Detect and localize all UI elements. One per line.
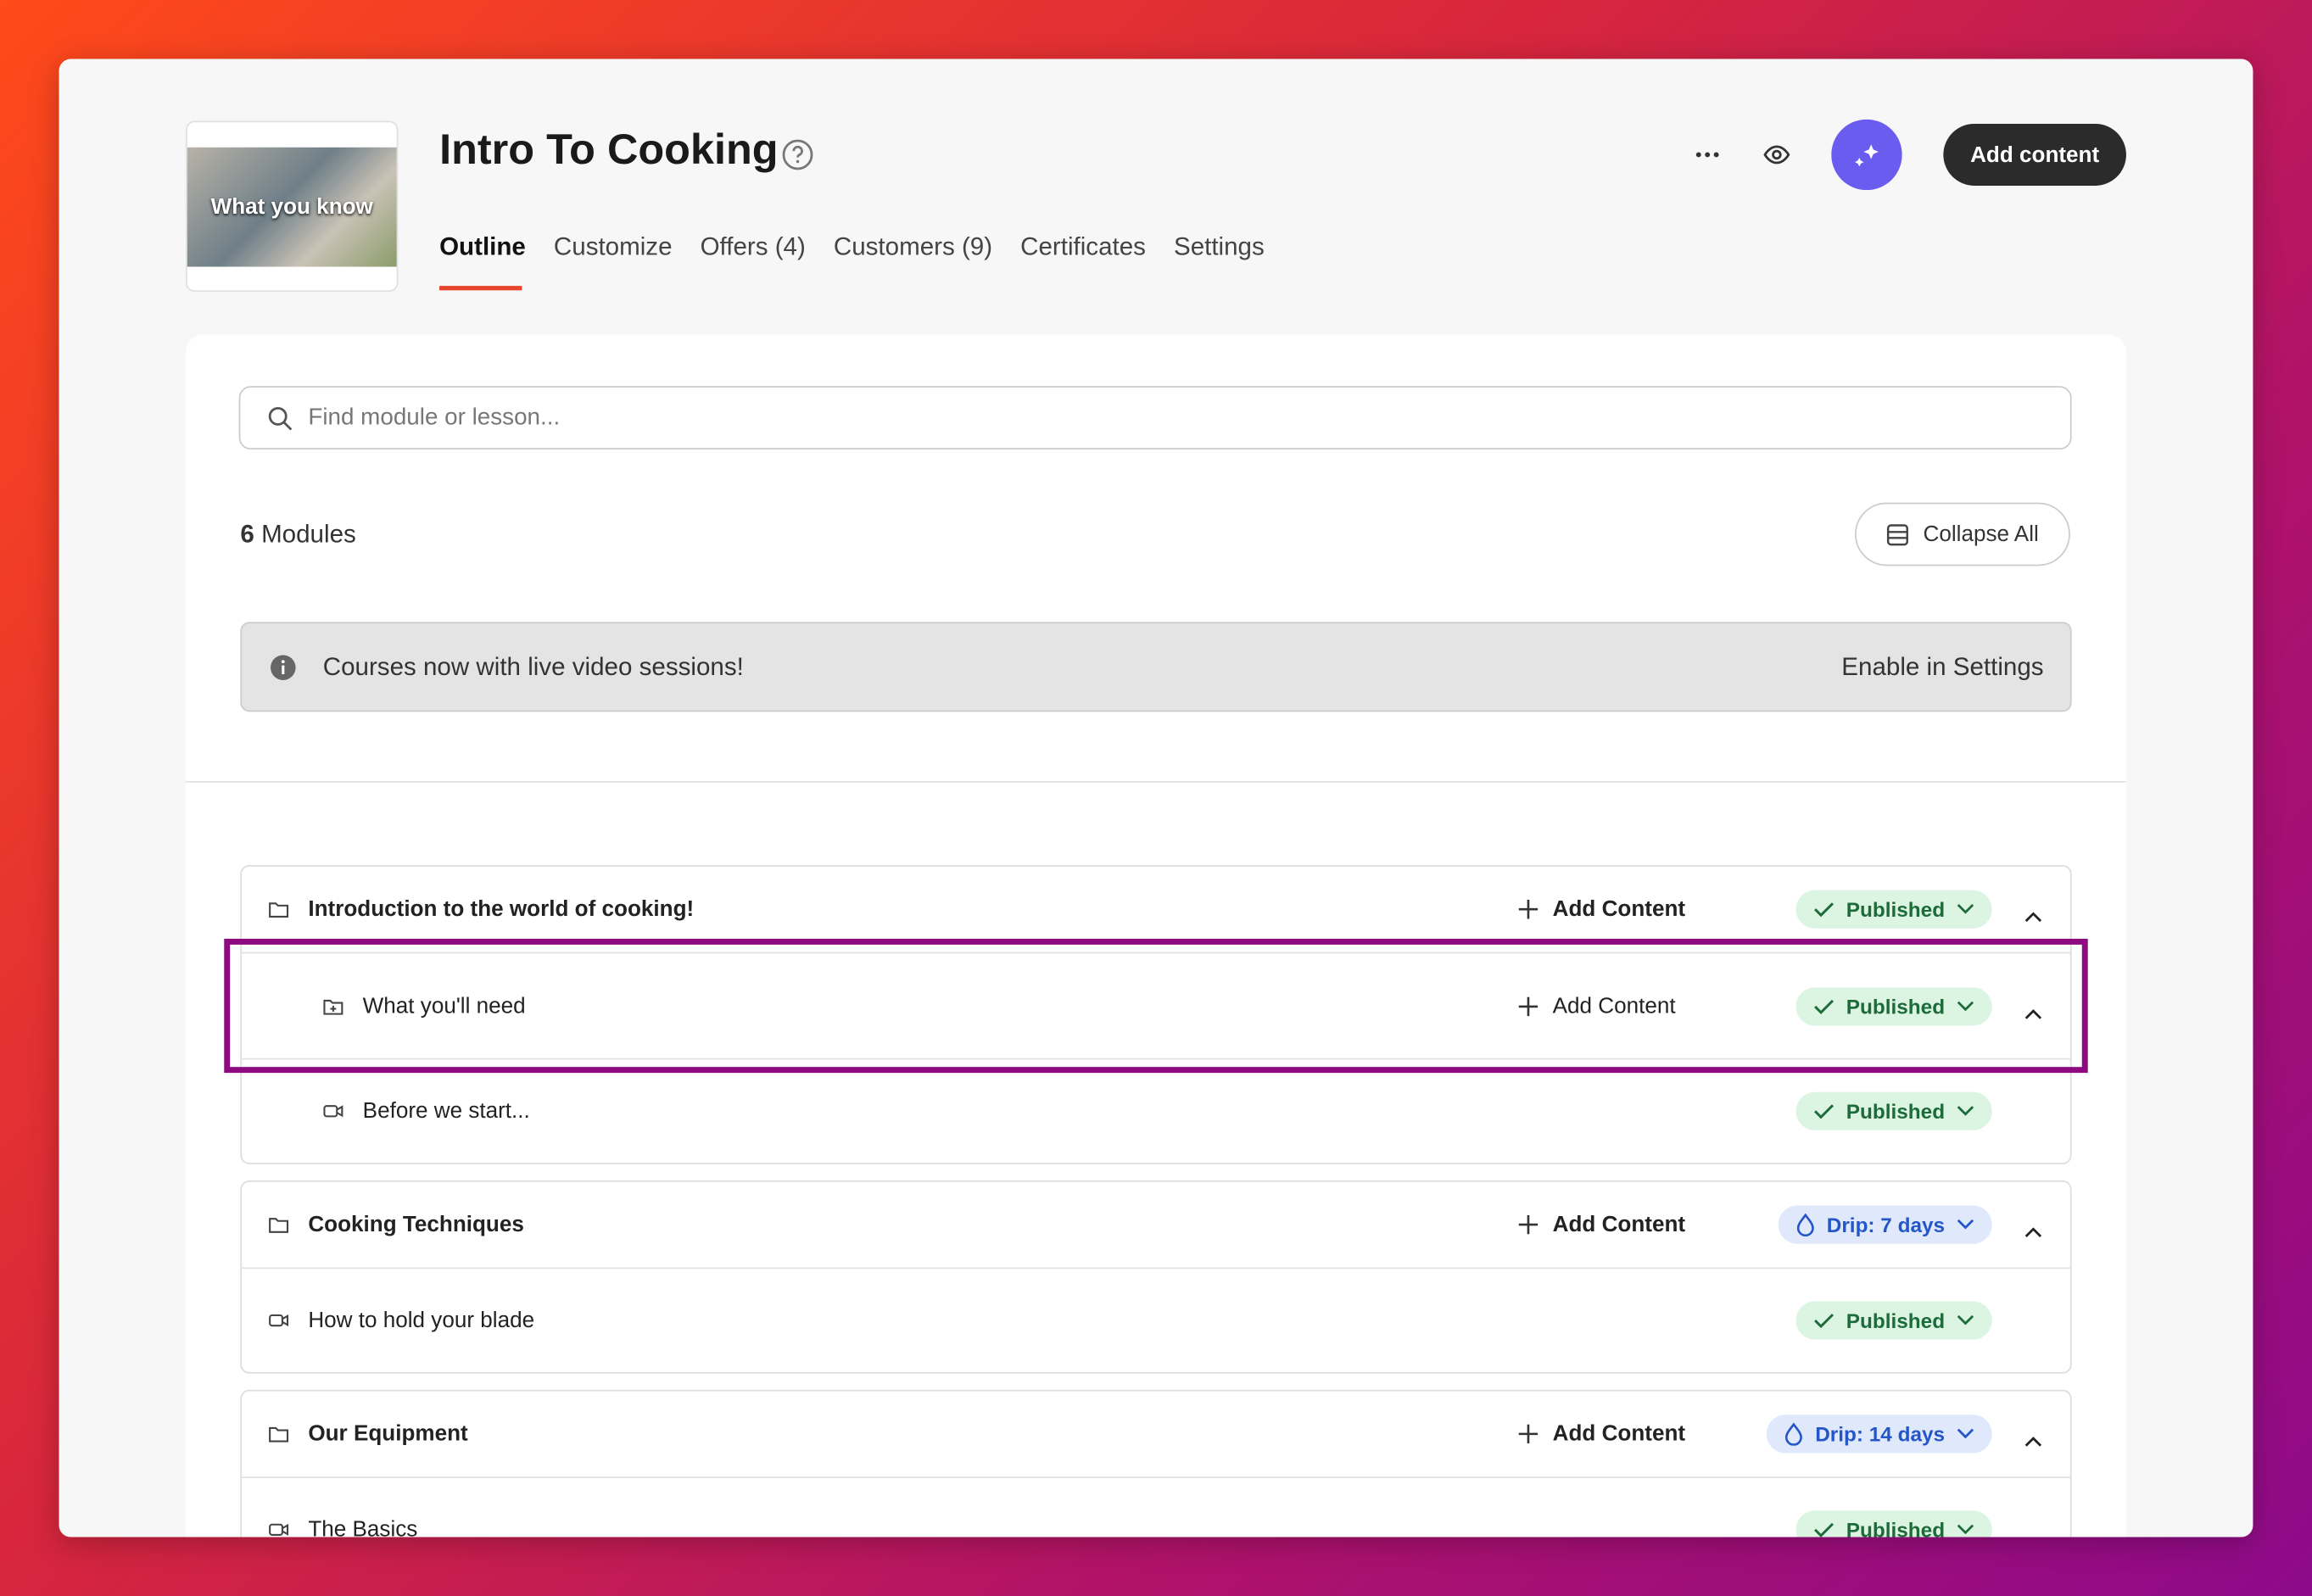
module-row[interactable]: Our Equipment Add Content Drip: 14 days	[242, 1391, 2070, 1479]
add-content-link[interactable]: Add Content	[1518, 993, 1676, 1018]
tab[interactable]: Customize	[553, 232, 673, 261]
tab[interactable]: Customers (9)	[833, 232, 993, 261]
collapse-all-button[interactable]: Collapse All	[1855, 502, 2070, 566]
module-group: Introduction to the world of cooking! Add…	[240, 865, 2072, 1164]
highlight-box	[224, 938, 2088, 1074]
preview-icon[interactable]	[1762, 140, 1792, 170]
lesson-row[interactable]: How to hold your blade Published	[242, 1269, 2070, 1372]
add-content-text: Add Content	[1552, 1212, 1686, 1237]
thumbnail[interactable]: What you know	[186, 120, 399, 293]
thumbnail-text: What you know	[210, 194, 373, 220]
folder-icon	[268, 899, 289, 919]
search-box[interactable]: Find module or lesson...	[238, 386, 2072, 450]
tab[interactable]: Outline	[439, 232, 526, 261]
status-text: Published	[1846, 994, 1946, 1018]
status-text: Drip: 14 days	[1815, 1421, 1946, 1446]
row-title: Cooking Techniques	[308, 1212, 524, 1237]
row-title: Before we start...	[362, 1098, 530, 1124]
video-icon	[268, 1310, 289, 1331]
collapse-chevron[interactable]	[2024, 903, 2042, 923]
tab[interactable]: Certificates	[1020, 232, 1146, 261]
tab[interactable]: Settings	[1173, 232, 1265, 261]
add-content-text: Add Content	[1552, 896, 1686, 922]
video-icon	[323, 1101, 343, 1121]
divider	[186, 781, 2126, 783]
add-content-link[interactable]: Add Content	[1518, 1421, 1686, 1447]
search-placeholder: Find module or lesson...	[308, 405, 561, 430]
ai-button[interactable]	[1831, 119, 1902, 191]
status-pill[interactable]: Published	[1795, 1091, 1992, 1130]
status-pill[interactable]: Published	[1795, 1510, 1992, 1537]
course-title: Intro To Cooking	[439, 126, 779, 175]
row-title: Introduction to the world of cooking!	[308, 896, 695, 922]
module-row[interactable]: Cooking Techniques Add Content Drip: 7 day…	[242, 1182, 2070, 1270]
row-title: The Basics	[308, 1517, 418, 1537]
add-content-link[interactable]: Add Content	[1518, 1212, 1686, 1237]
status-pill[interactable]: Drip: 14 days	[1766, 1415, 1992, 1454]
video-icon	[268, 1520, 289, 1537]
add-content-text: Add Content	[1552, 993, 1676, 1018]
row-title: How to hold your blade	[308, 1308, 535, 1333]
tab[interactable]: Offers (4)	[700, 232, 806, 261]
collapse-chevron[interactable]	[2024, 1428, 2042, 1447]
lesson-row[interactable]: Before we start... Published	[242, 1059, 2070, 1164]
status-text: Published	[1846, 897, 1946, 922]
status-pill[interactable]: Drip: 7 days	[1778, 1205, 1992, 1244]
status-text: Published	[1846, 1099, 1946, 1124]
status-text: Published	[1846, 1517, 1946, 1537]
status-pill[interactable]: Published	[1795, 890, 1992, 929]
collapse-all-text: Collapse All	[1923, 522, 2039, 547]
module-group: Our Equipment Add Content Drip: 14 days The…	[240, 1389, 2072, 1537]
status-text: Published	[1846, 1309, 1946, 1332]
banner-text: Courses now with live video sessions!	[322, 652, 744, 681]
module-count-number: 6	[240, 520, 254, 549]
banner-link[interactable]: Enable in Settings	[1841, 652, 2044, 681]
status-pill[interactable]: Published	[1795, 1301, 1992, 1340]
add-content-link[interactable]: Add Content	[1518, 896, 1686, 922]
module-count: 6 Modules	[240, 520, 355, 550]
tabs: Outline Customize Offers (4) Customers (9) C…	[439, 233, 1265, 263]
course-card: What you know Intro To Cooking Outline Cu…	[59, 59, 2253, 1537]
status-text: Drip: 7 days	[1826, 1213, 1946, 1237]
folder-icon	[268, 1214, 289, 1235]
row-title: What you'll need	[362, 993, 526, 1018]
info-banner: Courses now with live video sessions! En…	[240, 622, 2072, 712]
status-pill[interactable]: Published	[1795, 986, 1992, 1025]
folder-icon	[268, 1424, 289, 1444]
module-count-label: Modules	[261, 520, 356, 549]
help-icon[interactable]	[781, 138, 813, 170]
module-group: Cooking Techniques Add Content Drip: 7 day…	[240, 1180, 2072, 1374]
sub-icon	[323, 996, 343, 1016]
outline-panel: Find module or lesson... 6 Modules Colla…	[186, 334, 2126, 1537]
more-icon[interactable]	[1693, 140, 1723, 170]
tab-underline	[439, 286, 522, 291]
add-content-text: Add Content	[1552, 1421, 1686, 1447]
lesson-row[interactable]: What you'll need Add Content Published	[242, 953, 2070, 1060]
module-row[interactable]: Introduction to the world of cooking! Add…	[242, 867, 2070, 954]
row-title: Our Equipment	[308, 1421, 468, 1447]
lesson-row[interactable]: The Basics Published	[242, 1478, 2070, 1537]
add-content-button[interactable]: Add content	[1943, 123, 2126, 186]
collapse-chevron[interactable]	[2024, 1219, 2042, 1237]
collapse-chevron[interactable]	[2024, 1000, 2042, 1018]
